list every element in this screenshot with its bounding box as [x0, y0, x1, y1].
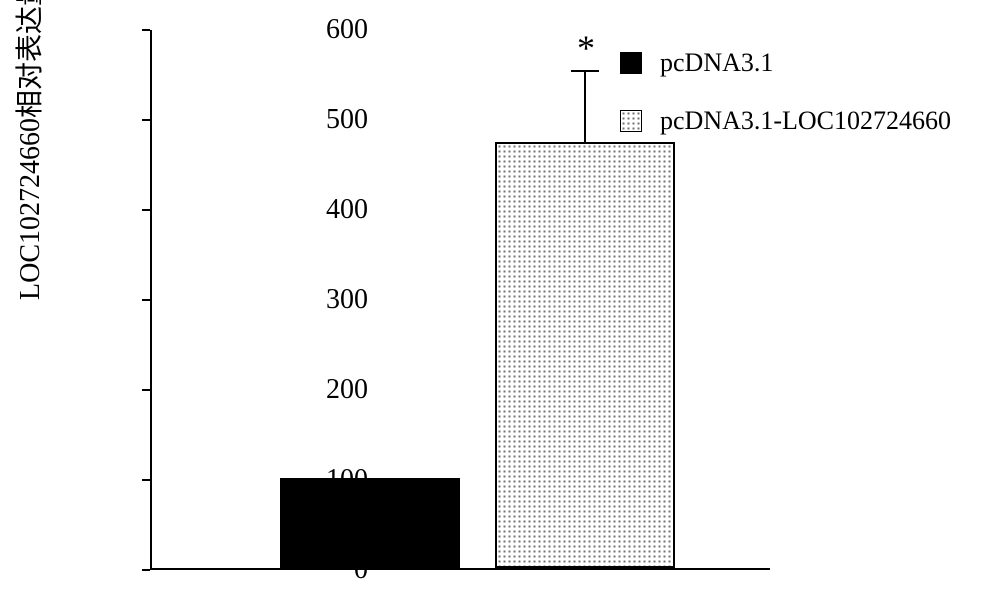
y-tick-label: 400: [326, 194, 368, 226]
bar-pcDNA3.1-LOC102724660: [495, 142, 675, 568]
legend-label: pcDNA3.1: [660, 48, 773, 78]
legend-swatch-dotted: [620, 110, 642, 132]
y-tick: [142, 29, 150, 31]
y-tick: [142, 209, 150, 211]
y-tick-label: 200: [326, 374, 368, 406]
bar-chart: LOC102724660相对表达量（%） * pcDNA3.1 pcDNA3.1…: [0, 0, 1000, 605]
legend: pcDNA3.1 pcDNA3.1-LOC102724660: [620, 48, 951, 164]
y-tick: [142, 119, 150, 121]
y-axis-label: LOC102724660相对表达量（%）: [8, 0, 48, 300]
y-tick-label: 500: [326, 104, 368, 136]
x-axis-line: [150, 568, 770, 570]
legend-swatch-solid: [620, 52, 642, 74]
y-tick-label: 100: [326, 464, 368, 496]
y-tick-label: 300: [326, 284, 368, 316]
y-axis-line: [150, 30, 152, 570]
legend-item: pcDNA3.1: [620, 48, 951, 78]
y-tick-label: 600: [326, 14, 368, 46]
significance-marker: *: [577, 27, 595, 69]
y-tick: [142, 569, 150, 571]
y-tick: [142, 299, 150, 301]
legend-label: pcDNA3.1-LOC102724660: [660, 106, 951, 136]
error-bar-cap: [571, 70, 599, 72]
error-bar: [584, 71, 586, 145]
y-tick-label: 0: [354, 554, 368, 586]
legend-item: pcDNA3.1-LOC102724660: [620, 106, 951, 136]
y-tick: [142, 479, 150, 481]
bar-pcDNA3.1: [280, 478, 460, 568]
y-tick: [142, 389, 150, 391]
